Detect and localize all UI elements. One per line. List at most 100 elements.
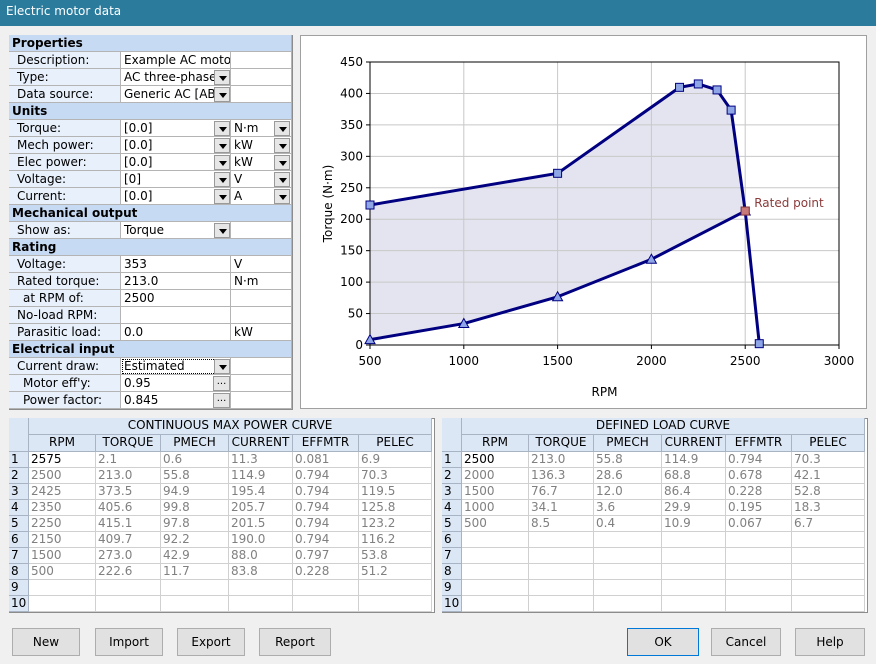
table-cell[interactable] xyxy=(662,564,726,580)
table-cell[interactable] xyxy=(462,548,529,564)
dropdown-arrow[interactable] xyxy=(214,138,230,153)
table-cell[interactable]: 0.4 xyxy=(594,516,662,532)
table-cell[interactable]: 0.794 xyxy=(293,468,359,484)
table-cell[interactable]: 123.2 xyxy=(359,516,432,532)
table-cell[interactable] xyxy=(96,580,161,596)
table-cell[interactable]: 500 xyxy=(462,516,529,532)
table-cell[interactable] xyxy=(529,532,594,548)
table-cell[interactable]: 6.9 xyxy=(359,452,432,468)
table-cell[interactable]: 2575 xyxy=(29,452,96,468)
table-cell[interactable]: 94.9 xyxy=(161,484,229,500)
button[interactable]: Import xyxy=(95,628,163,656)
table-cell[interactable]: 201.5 xyxy=(229,516,293,532)
table-cell[interactable]: 2500 xyxy=(462,452,529,468)
dropdown-arrow[interactable] xyxy=(214,155,230,170)
dropdown-arrow[interactable] xyxy=(214,87,230,102)
table-cell[interactable]: 6.7 xyxy=(792,516,865,532)
table-cell[interactable]: 51.2 xyxy=(359,564,432,580)
table-cell[interactable]: 0.797 xyxy=(293,548,359,564)
dropdown-arrow[interactable] xyxy=(214,189,230,204)
table-cell[interactable] xyxy=(792,580,865,596)
table-cell[interactable]: 205.7 xyxy=(229,500,293,516)
table-cell[interactable]: 42.1 xyxy=(792,468,865,484)
table-cell[interactable] xyxy=(161,596,229,612)
table-cell[interactable]: 1000 xyxy=(462,500,529,516)
table-cell[interactable]: 99.8 xyxy=(161,500,229,516)
table-cell[interactable]: 500 xyxy=(29,564,96,580)
table-cell[interactable]: 55.8 xyxy=(594,452,662,468)
table-cell[interactable]: 2500 xyxy=(29,468,96,484)
table-cell[interactable] xyxy=(293,596,359,612)
button[interactable]: Cancel xyxy=(711,628,781,656)
button[interactable]: Report xyxy=(259,628,331,656)
table-cell[interactable] xyxy=(293,580,359,596)
table-cell[interactable] xyxy=(726,548,792,564)
button[interactable]: Export xyxy=(177,628,245,656)
table-cell[interactable] xyxy=(662,580,726,596)
table-cell[interactable] xyxy=(594,596,662,612)
table-cell[interactable]: 0.794 xyxy=(726,452,792,468)
table-cell[interactable]: 2150 xyxy=(29,532,96,548)
table-cell[interactable]: 119.5 xyxy=(359,484,432,500)
dropdown-arrow[interactable] xyxy=(214,121,230,136)
dropdown-arrow[interactable] xyxy=(274,155,290,170)
table-cell[interactable]: 1500 xyxy=(462,484,529,500)
table-cell[interactable]: 8.5 xyxy=(529,516,594,532)
table-cell[interactable]: 53.8 xyxy=(359,548,432,564)
table-cell[interactable] xyxy=(662,596,726,612)
table-cell[interactable] xyxy=(662,548,726,564)
table-cell[interactable] xyxy=(726,532,792,548)
button[interactable]: New xyxy=(12,628,80,656)
table-cell[interactable]: 10.9 xyxy=(662,516,726,532)
table-cell[interactable] xyxy=(792,532,865,548)
table-cell[interactable] xyxy=(29,596,96,612)
table-cell[interactable]: 18.3 xyxy=(792,500,865,516)
table-cell[interactable]: 125.8 xyxy=(359,500,432,516)
table-cell[interactable]: 195.4 xyxy=(229,484,293,500)
table-cell[interactable]: 0.195 xyxy=(726,500,792,516)
table-cell[interactable]: 222.6 xyxy=(96,564,161,580)
table-cell[interactable] xyxy=(726,564,792,580)
table-cell[interactable] xyxy=(529,548,594,564)
table-cell[interactable]: 0.081 xyxy=(293,452,359,468)
table-cell[interactable]: 97.8 xyxy=(161,516,229,532)
table-cell[interactable] xyxy=(359,596,432,612)
table-cell[interactable]: 2350 xyxy=(29,500,96,516)
table-cell[interactable]: 0.794 xyxy=(293,500,359,516)
table-cell[interactable]: 415.1 xyxy=(96,516,161,532)
table-cell[interactable]: 190.0 xyxy=(229,532,293,548)
dropdown-arrow[interactable] xyxy=(274,121,290,136)
table-cell[interactable]: 213.0 xyxy=(529,452,594,468)
ellipsis-button[interactable]: ... xyxy=(213,376,230,391)
table-cell[interactable]: 52.8 xyxy=(792,484,865,500)
table-cell[interactable] xyxy=(726,596,792,612)
table-cell[interactable] xyxy=(594,548,662,564)
table-cell[interactable]: 55.8 xyxy=(161,468,229,484)
table-cell[interactable]: 0.228 xyxy=(293,564,359,580)
table-cell[interactable]: 2.1 xyxy=(96,452,161,468)
dropdown-arrow[interactable] xyxy=(274,138,290,153)
table-cell[interactable]: 70.3 xyxy=(359,468,432,484)
table-cell[interactable] xyxy=(229,596,293,612)
ellipsis-button[interactable]: ... xyxy=(213,393,230,408)
table-cell[interactable] xyxy=(29,580,96,596)
table-cell[interactable] xyxy=(462,596,529,612)
dropdown-arrow[interactable] xyxy=(214,359,230,374)
table-cell[interactable]: 2000 xyxy=(462,468,529,484)
table-cell[interactable]: 0.678 xyxy=(726,468,792,484)
table-cell[interactable]: 116.2 xyxy=(359,532,432,548)
table-cell[interactable]: 12.0 xyxy=(594,484,662,500)
table-cell[interactable] xyxy=(594,580,662,596)
table-cell[interactable] xyxy=(594,532,662,548)
table-cell[interactable]: 34.1 xyxy=(529,500,594,516)
table-cell[interactable]: 409.7 xyxy=(96,532,161,548)
table-cell[interactable]: 11.3 xyxy=(229,452,293,468)
table-cell[interactable] xyxy=(359,580,432,596)
table-cell[interactable] xyxy=(792,596,865,612)
dropdown-arrow[interactable] xyxy=(214,172,230,187)
table-cell[interactable]: 68.8 xyxy=(662,468,726,484)
table-cell[interactable]: 0.067 xyxy=(726,516,792,532)
table-cell[interactable]: 92.2 xyxy=(161,532,229,548)
table-cell[interactable] xyxy=(529,580,594,596)
table-cell[interactable] xyxy=(792,564,865,580)
